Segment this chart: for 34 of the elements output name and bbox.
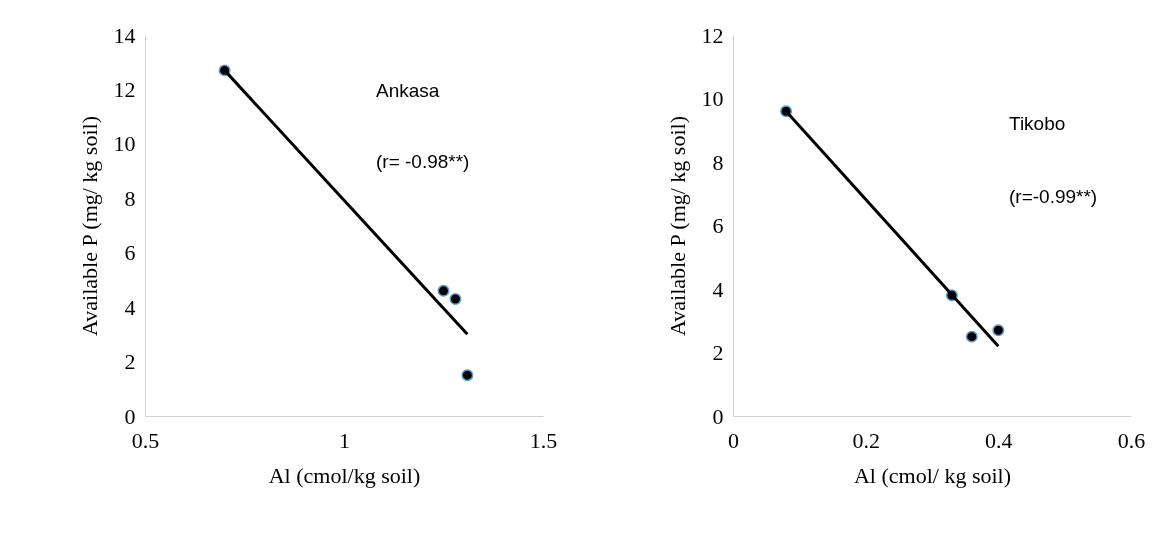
y-tick-label: 2 xyxy=(712,340,724,365)
y-tick-label: 8 xyxy=(124,185,136,211)
x-tick-label: 0.5 xyxy=(131,427,160,453)
annotation: Ankasa xyxy=(376,80,440,101)
annotation: (r=-0.99**) xyxy=(1009,186,1098,207)
y-tick-label: 4 xyxy=(124,294,136,320)
y-tick-label: 14 xyxy=(113,22,136,48)
x-axis-title: Al (cmol/ kg soil) xyxy=(853,462,1012,488)
point xyxy=(449,292,462,305)
point xyxy=(965,330,978,343)
point xyxy=(461,369,474,382)
x-axis-title: Al (cmol/kg soil) xyxy=(268,462,421,488)
annotation: (r= -0.98**) xyxy=(376,151,470,172)
annotation: Tikobo xyxy=(1009,113,1066,134)
point xyxy=(437,284,450,297)
x-tick-label: 0.2 xyxy=(852,427,880,453)
y-tick-label: 2 xyxy=(124,349,136,375)
x-tick-label: 1.5 xyxy=(529,427,558,453)
y-axis-title: Available P (mg/ kg soil) xyxy=(664,116,690,336)
x-tick-label: 0.4 xyxy=(985,427,1013,453)
point xyxy=(992,324,1005,337)
y-tick-label: 0 xyxy=(124,403,136,429)
y-tick-label: 8 xyxy=(712,149,724,175)
y-tick-label: 6 xyxy=(124,240,136,266)
x-tick-label: 1 xyxy=(339,427,350,453)
y-tick-label: 6 xyxy=(712,213,724,238)
y-tick-label: 0 xyxy=(712,403,724,429)
y-axis-title: Available P (mg/ kg soil) xyxy=(76,116,102,336)
y-tick-label: 4 xyxy=(712,276,724,302)
x-tick-label: 0.6 xyxy=(1117,427,1146,453)
y-tick-label: 12 xyxy=(701,22,724,48)
y-tick-label: 12 xyxy=(113,76,136,102)
y-tick-label: 10 xyxy=(113,131,136,157)
y-tick-label: 10 xyxy=(701,86,724,111)
